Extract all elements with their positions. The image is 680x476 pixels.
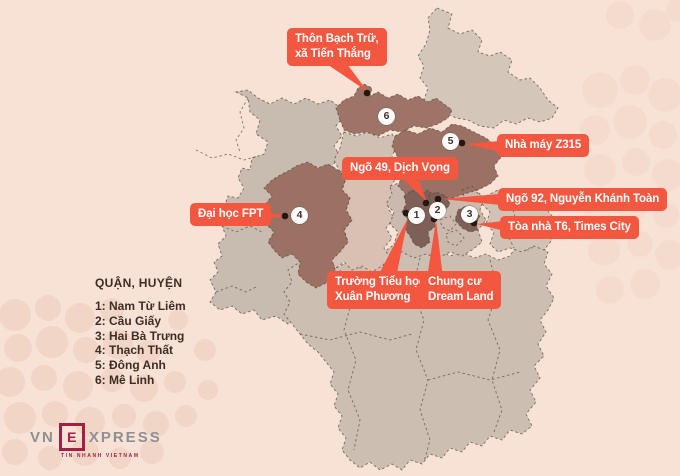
logo-tagline: TIN NHANH VIETNAM	[61, 453, 140, 459]
legend-item-thach-that: 4: Thạch Thất	[95, 343, 174, 358]
marker-3-hai-ba-trung: 3	[461, 206, 478, 223]
callout-truong-tieu-hoc-xuan-phuong: Trường Tiểu học Xuân Phương	[327, 271, 434, 310]
logo-e-box: E	[58, 423, 85, 451]
marker-5-dong-anh: 5	[442, 133, 459, 150]
district-thach-that	[263, 161, 353, 289]
marker-6-me-linh: 6	[378, 108, 395, 125]
marker-2-cau-giay: 2	[429, 202, 446, 219]
callout-chung-cu-dream-land: Chung cư Dream Land	[420, 271, 502, 310]
callout-ngo-92-nguyen-khanh-toan: Ngõ 92, Nguyễn Khánh Toàn	[498, 188, 668, 212]
callout-toa-nha-t6-times-city: Tòa nhà T6, Times City	[500, 216, 639, 240]
callout-ngo-49-dich-vong: Ngõ 49, Dịch Vọng	[342, 157, 458, 181]
legend-title: QUẬN, HUYỆN	[95, 276, 183, 290]
legend-item-cau-giay: 2: Cầu Giấy	[95, 313, 162, 328]
callout-dai-hoc-fpt: Đại học FPT	[190, 203, 272, 227]
legend-item-hai-ba-trung: 3: Hai Bà Trưng	[95, 328, 185, 343]
marker-1-nam-tu-liem: 1	[408, 207, 425, 224]
decorative-pattern-right	[580, 0, 680, 304]
decorative-pattern	[0, 295, 218, 470]
callout-pointers	[240, 60, 512, 278]
legend: QUẬN, HUYỆN 1: Nam Từ Liêm 2: Cầu Giấy 3…	[95, 276, 186, 388]
legend-item-me-linh: 6: Mê Linh	[95, 372, 155, 387]
callout-thon-bach-tru: Thôn Bạch Trữ, xã Tiến Thắng	[287, 28, 387, 67]
marker-4-thach-that: 4	[291, 207, 308, 224]
district-soc-son	[417, 7, 559, 129]
legend-item-dong-anh: 5: Đông Anh	[95, 358, 166, 373]
logo-vn-text: VN	[30, 428, 55, 446]
logo-xpress-text: XPRESS	[88, 428, 162, 446]
vnexpress-logo: VN E XPRESS TIN NHANH VIETNAM	[30, 423, 162, 459]
legend-item-nam-tu-liem: 1: Nam Từ Liêm	[95, 299, 186, 313]
callout-nha-may-z315: Nhà máy Z315	[497, 134, 590, 158]
